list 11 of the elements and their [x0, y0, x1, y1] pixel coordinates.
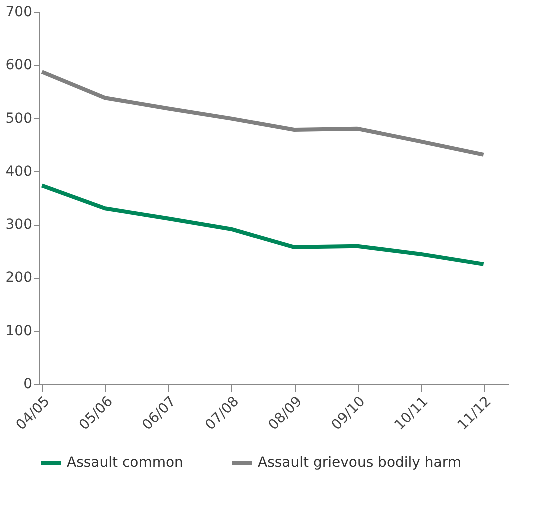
- legend-label: Assault grievous bodily harm: [258, 455, 462, 471]
- line-series: [40, 184, 486, 266]
- y-tick-label: 0: [24, 376, 32, 392]
- y-tick-label: 400: [6, 164, 32, 180]
- y-tick-label: 300: [6, 217, 32, 234]
- legend-label: Assault common: [67, 455, 184, 471]
- y-tick-label: 600: [6, 58, 32, 74]
- y-tick-label: 200: [6, 270, 32, 286]
- y-tick-label: 500: [6, 110, 32, 127]
- y-tick-label: 700: [6, 4, 32, 20]
- y-tick-label: 100: [6, 323, 32, 340]
